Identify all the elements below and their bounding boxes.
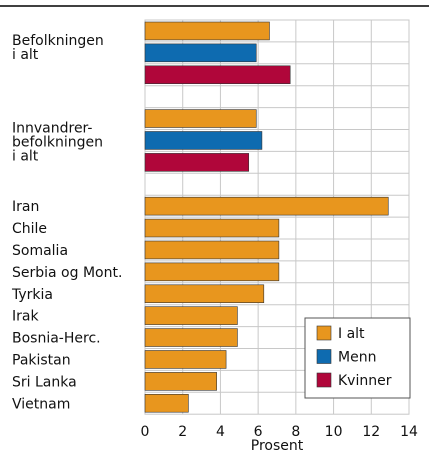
legend-label: I alt [338,326,365,342]
category-label: Pakistan [12,352,71,368]
x-tick-label: 4 [216,424,225,440]
bar [144,284,265,303]
bar [144,109,257,128]
bar [144,372,217,391]
category-label: Bosnia-Herc. [12,331,101,347]
x-tick-label: 6 [254,424,263,440]
x-tick-label: 10 [325,424,343,440]
bar [144,218,280,238]
category-label: Vietnam [12,396,70,412]
x-tick-label: 14 [400,424,418,440]
bar [144,43,257,63]
x-tick-label: 2 [178,424,187,440]
category-label: Sri Lanka [12,374,77,390]
legend-label: Kvinner [338,373,392,389]
x-tick-label: 0 [141,424,150,440]
bar [144,306,238,325]
legend-swatch [316,372,332,388]
category-label: Irak [12,309,39,325]
category-label: Serbia og Mont. [12,265,122,281]
legend-swatch [316,325,332,341]
bar [144,65,291,85]
bar [144,393,189,413]
x-tick-label: 12 [362,424,380,440]
bar [144,262,280,282]
category-label: Innvandrer-befolkningen i alt [12,121,103,165]
bar [144,21,270,41]
x-tick-label: 8 [291,424,300,440]
legend-swatch [316,349,332,364]
bar [144,153,250,172]
bar [144,350,227,369]
bar [144,131,263,150]
category-label: Befolkningen i alt [12,33,104,63]
category-label: Iran [12,199,39,215]
x-axis-label: Prosent [251,438,304,454]
legend-label: Menn [338,350,376,366]
bar [144,328,238,347]
category-label: Somalia [12,243,68,259]
bar [144,240,280,260]
bar [144,196,389,216]
category-label: Chile [12,221,47,237]
category-label: Tyrkia [11,287,53,303]
